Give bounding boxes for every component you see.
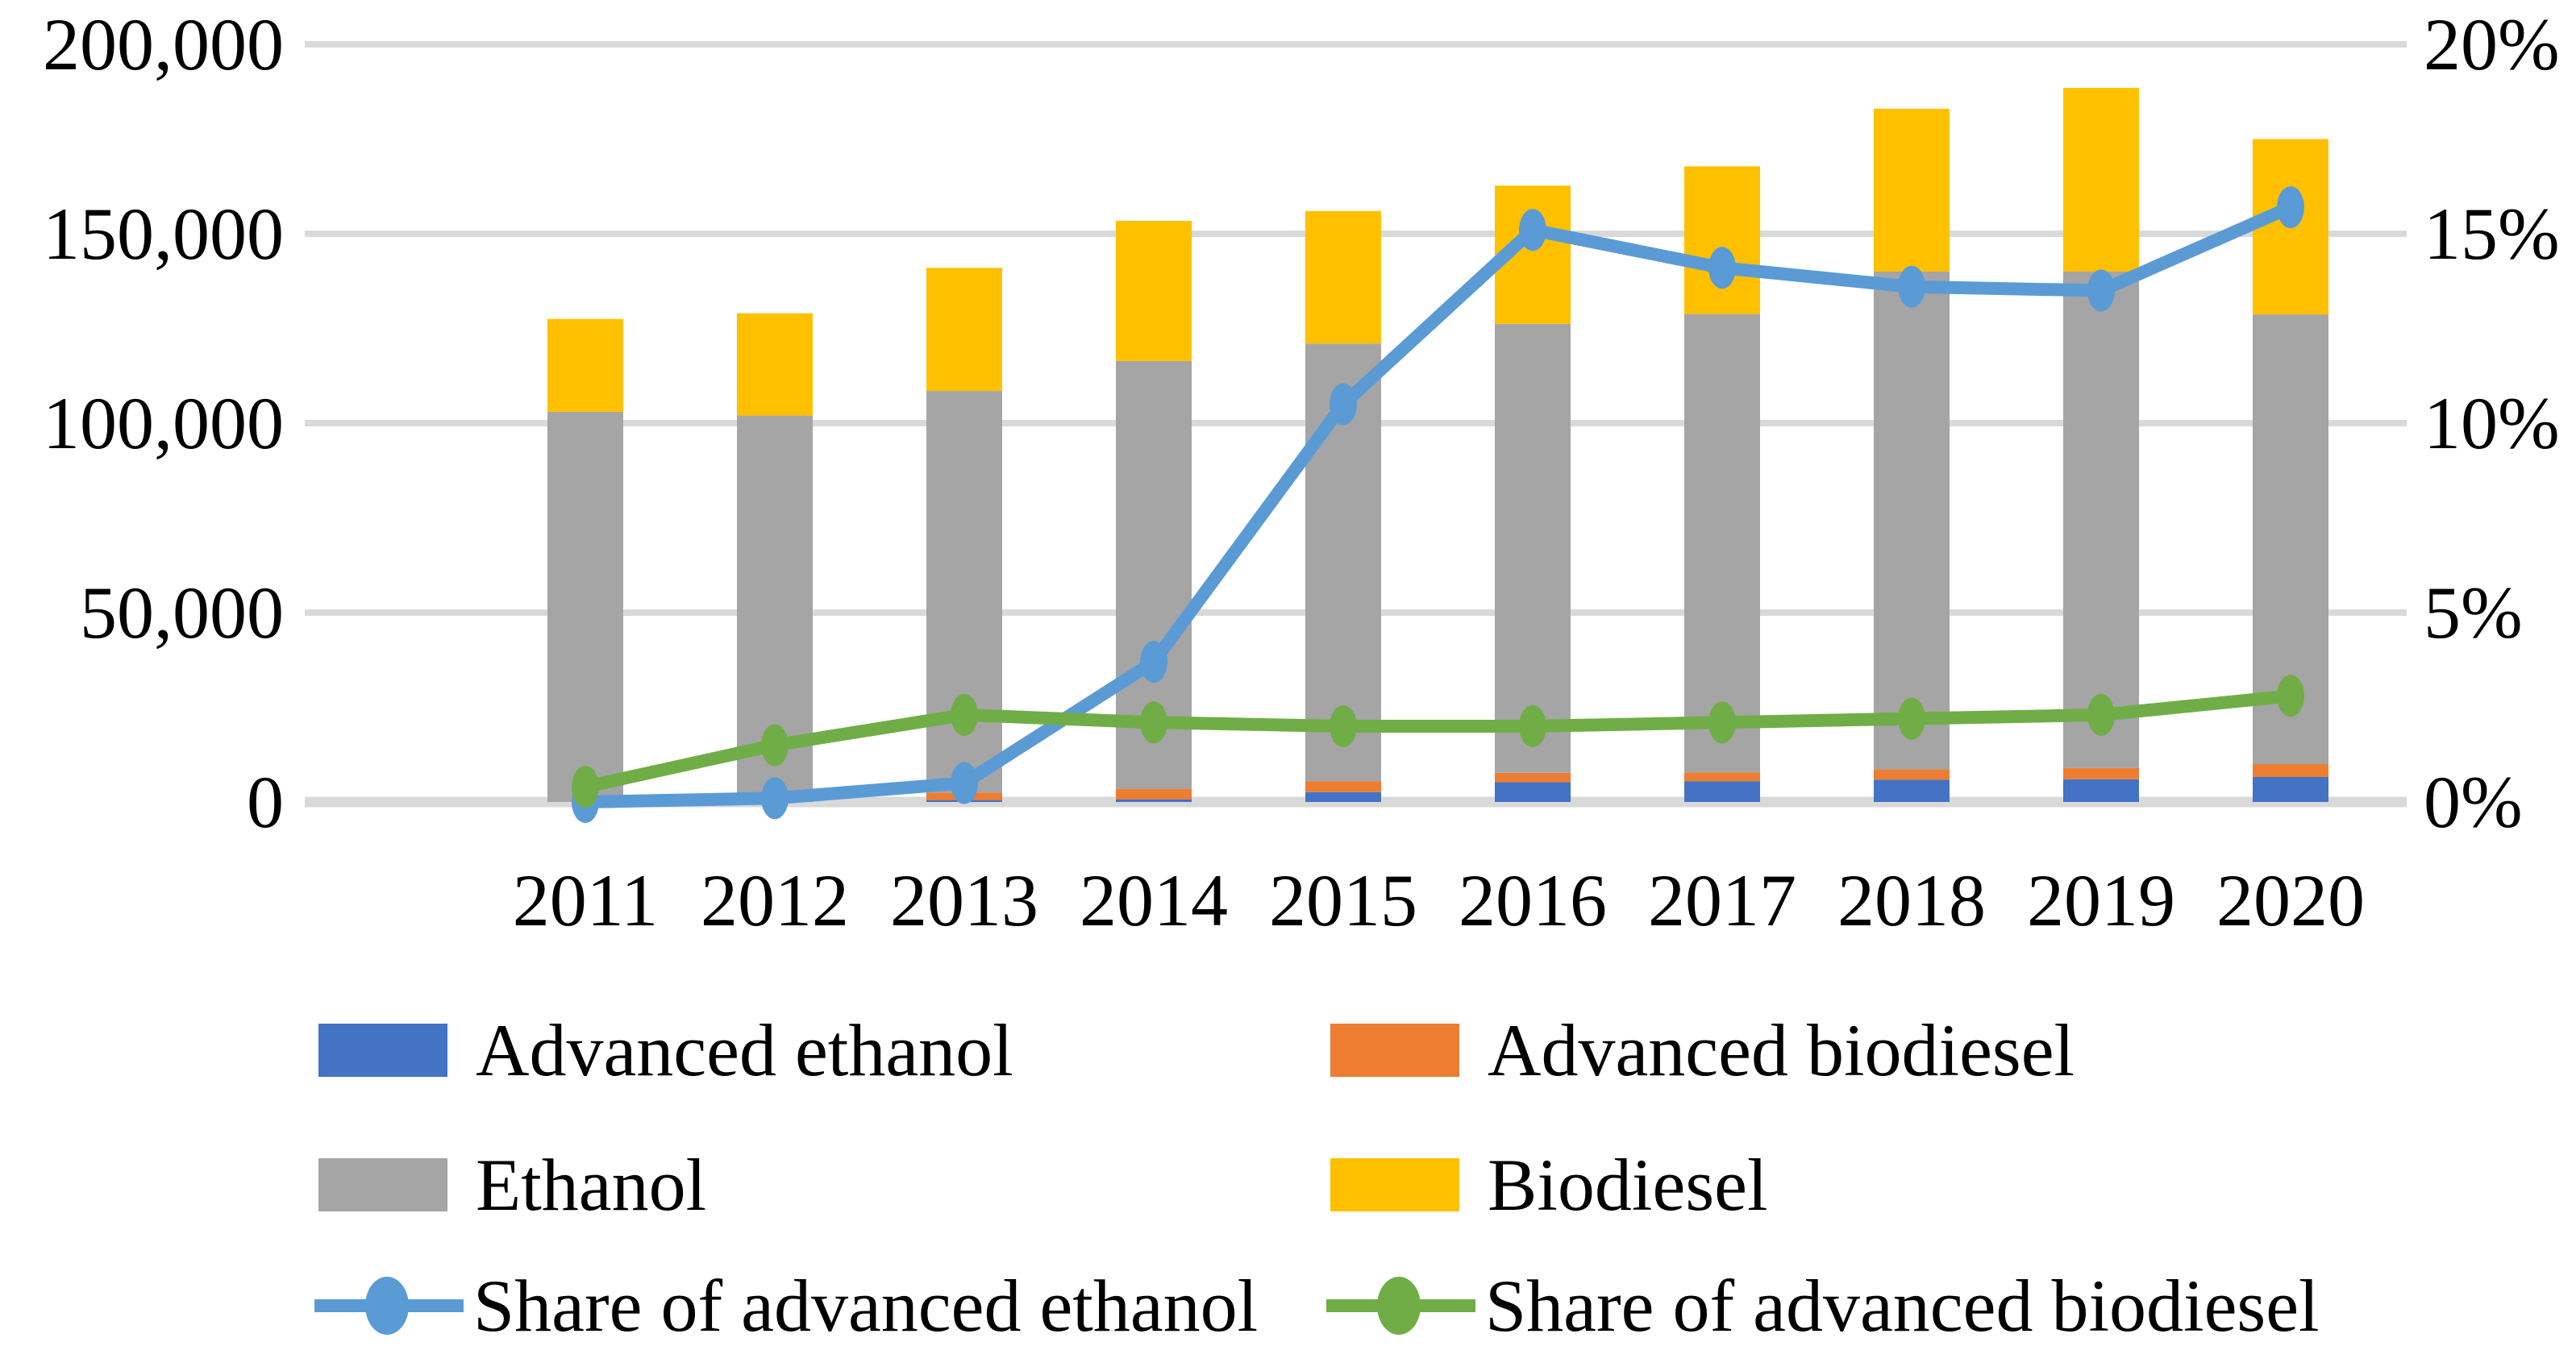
x-axis-label-2015: 2015 (1269, 859, 1417, 941)
legend-label-advanced-biodiesel: Advanced biodiesel (1488, 1009, 2075, 1091)
bar-segment-advanced-ethanol-2014 (1116, 799, 1192, 802)
line-share-of-advanced-ethanol (579, 201, 2297, 808)
bar-segment-biodiesel-2019 (2063, 88, 2139, 272)
left-axis-tick-label: 200,000 (43, 3, 284, 85)
marker-share-of-advanced-biodiesel-2014 (1140, 701, 1167, 744)
bar-segment-advanced-biodiesel-2019 (2063, 767, 2139, 779)
legend-swatch-biodiesel (1330, 1158, 1459, 1211)
marker-share-of-advanced-ethanol-2013 (951, 762, 978, 804)
marker-share-of-advanced-ethanol-2018 (1898, 265, 1925, 308)
x-axis-label-2011: 2011 (513, 859, 659, 941)
marker-share-of-advanced-biodiesel-2016 (1519, 705, 1546, 747)
marker-share-of-advanced-ethanol-2014 (1140, 641, 1167, 684)
bar-segment-advanced-biodiesel-2016 (1495, 772, 1571, 783)
marker-share-of-advanced-ethanol-2017 (1708, 247, 1736, 289)
marker-share-of-advanced-ethanol-2016 (1519, 209, 1546, 251)
right-axis-tick-label: 10% (2424, 382, 2560, 464)
bar-segment-advanced-ethanol-2017 (1684, 781, 1760, 802)
bar-segment-ethanol-2011 (547, 411, 623, 802)
marker-share-of-advanced-biodiesel-2013 (951, 693, 978, 736)
bar-segment-biodiesel-2012 (737, 313, 813, 416)
marker-share-of-advanced-biodiesel-2015 (1330, 705, 1357, 747)
bar-segment-biodiesel-2018 (1874, 108, 1950, 272)
legend-label-ethanol: Ethanol (476, 1144, 706, 1226)
legend-marker-share-of-advanced-ethanol (365, 1277, 409, 1335)
left-axis-tick-label: 150,000 (43, 193, 284, 275)
marker-share-of-advanced-ethanol-2020 (2277, 186, 2304, 229)
bar-segment-ethanol-2017 (1684, 314, 1760, 773)
bar-segment-advanced-ethanol-2016 (1495, 782, 1571, 802)
bar-segment-biodiesel-2017 (1684, 166, 1760, 314)
x-axis-label-2019: 2019 (2027, 859, 2175, 941)
bar-segment-biodiesel-2013 (926, 268, 1002, 392)
legend-marker-share-of-advanced-biodiesel (1377, 1277, 1421, 1335)
legend-swatch-advanced-biodiesel (1330, 1024, 1459, 1077)
bar-segment-advanced-biodiesel-2017 (1684, 772, 1760, 782)
x-axis-label-2017: 2017 (1648, 859, 1796, 941)
x-axis-label-2020: 2020 (2216, 859, 2365, 941)
bar-segment-advanced-biodiesel-2015 (1305, 781, 1381, 792)
bar-segment-advanced-biodiesel-2020 (2253, 764, 2328, 777)
x-axis-label-2013: 2013 (890, 859, 1038, 941)
marker-share-of-advanced-ethanol-2019 (2087, 269, 2115, 312)
x-axis-label-2014: 2014 (1080, 859, 1228, 941)
legend-swatch-advanced-ethanol (318, 1024, 447, 1077)
left-axis-tick-label: 50,000 (80, 571, 284, 654)
marker-share-of-advanced-ethanol-2012 (761, 777, 789, 820)
bar-segment-biodiesel-2011 (547, 318, 623, 412)
legend-label-advanced-ethanol: Advanced ethanol (476, 1009, 1013, 1091)
bar-segment-ethanol-2019 (2063, 272, 2139, 768)
marker-share-of-advanced-biodiesel-2012 (761, 724, 789, 767)
bar-segment-advanced-ethanol-2020 (2253, 776, 2328, 802)
x-axis-label-2016: 2016 (1459, 859, 1607, 941)
x-axis-label-2018: 2018 (1837, 859, 1986, 941)
marker-share-of-advanced-ethanol-2015 (1330, 383, 1357, 426)
gridline (305, 41, 2407, 48)
marker-share-of-advanced-biodiesel-2020 (2277, 675, 2304, 717)
left-axis-tick-label: 100,000 (43, 382, 284, 464)
bar-segment-advanced-ethanol-2015 (1305, 792, 1381, 802)
legend-swatch-ethanol (318, 1158, 447, 1211)
bar-segment-ethanol-2016 (1495, 323, 1571, 773)
bar-segment-biodiesel-2015 (1305, 210, 1381, 344)
bar-segment-advanced-ethanol-2018 (1874, 779, 1950, 802)
legend-label-share-of-advanced-ethanol: Share of advanced ethanol (473, 1265, 1258, 1347)
bar-segment-ethanol-2018 (1874, 272, 1950, 770)
bar-segment-advanced-biodiesel-2018 (1874, 769, 1950, 780)
bar-segment-advanced-biodiesel-2014 (1116, 789, 1192, 800)
marker-share-of-advanced-biodiesel-2018 (1898, 697, 1925, 740)
right-axis-tick-label: 0% (2424, 761, 2523, 843)
legend-label-share-of-advanced-biodiesel: Share of advanced biodiesel (1485, 1265, 2320, 1347)
bar-segment-biodiesel-2014 (1116, 221, 1192, 361)
line-share-of-advanced-biodiesel (579, 689, 2297, 794)
right-axis-tick-label: 5% (2424, 571, 2523, 654)
x-axis-label-2012: 2012 (701, 859, 849, 941)
left-axis-tick-label: 0 (247, 761, 284, 843)
marker-share-of-advanced-biodiesel-2011 (572, 766, 599, 808)
legend-label-biodiesel: Biodiesel (1488, 1144, 1768, 1226)
marker-share-of-advanced-biodiesel-2019 (2087, 693, 2115, 736)
right-axis-tick-label: 15% (2424, 193, 2560, 275)
marker-share-of-advanced-biodiesel-2017 (1708, 701, 1736, 744)
right-axis-tick-label: 20% (2424, 3, 2560, 85)
bar-segment-advanced-ethanol-2019 (2063, 779, 2139, 802)
